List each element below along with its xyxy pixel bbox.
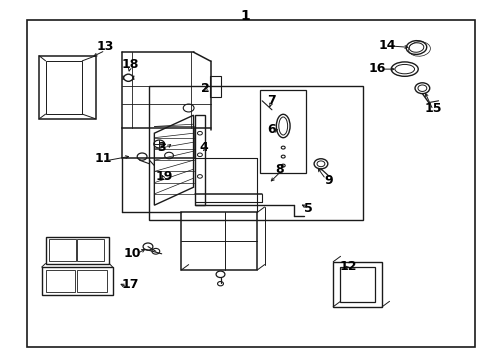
Bar — [77, 239, 104, 261]
Text: 17: 17 — [121, 278, 139, 291]
Text: 12: 12 — [339, 260, 357, 273]
Bar — [77, 270, 107, 292]
Text: 7: 7 — [268, 94, 276, 107]
Text: 10: 10 — [123, 247, 141, 260]
Bar — [46, 61, 82, 114]
Text: 14: 14 — [378, 39, 396, 51]
Bar — [49, 239, 76, 261]
Bar — [260, 90, 306, 173]
Text: 11: 11 — [94, 152, 112, 165]
Text: 6: 6 — [268, 123, 276, 136]
Text: 19: 19 — [155, 170, 173, 183]
Bar — [39, 56, 96, 119]
Text: 3: 3 — [157, 141, 166, 154]
Text: 18: 18 — [121, 58, 139, 71]
Text: 16: 16 — [368, 62, 386, 75]
Bar — [46, 237, 109, 264]
Bar — [340, 267, 375, 302]
Text: 5: 5 — [304, 202, 313, 215]
Text: 8: 8 — [275, 163, 284, 176]
Text: 2: 2 — [201, 82, 210, 95]
Bar — [195, 115, 205, 205]
Text: 9: 9 — [324, 174, 333, 186]
Text: 4: 4 — [199, 141, 208, 154]
Text: 1: 1 — [240, 9, 250, 23]
Text: 15: 15 — [425, 102, 442, 114]
Bar — [42, 267, 113, 295]
Bar — [149, 86, 363, 220]
Bar — [333, 262, 382, 307]
Bar — [210, 76, 220, 97]
Bar — [46, 270, 75, 292]
Text: 13: 13 — [97, 40, 114, 53]
Bar — [181, 212, 257, 270]
